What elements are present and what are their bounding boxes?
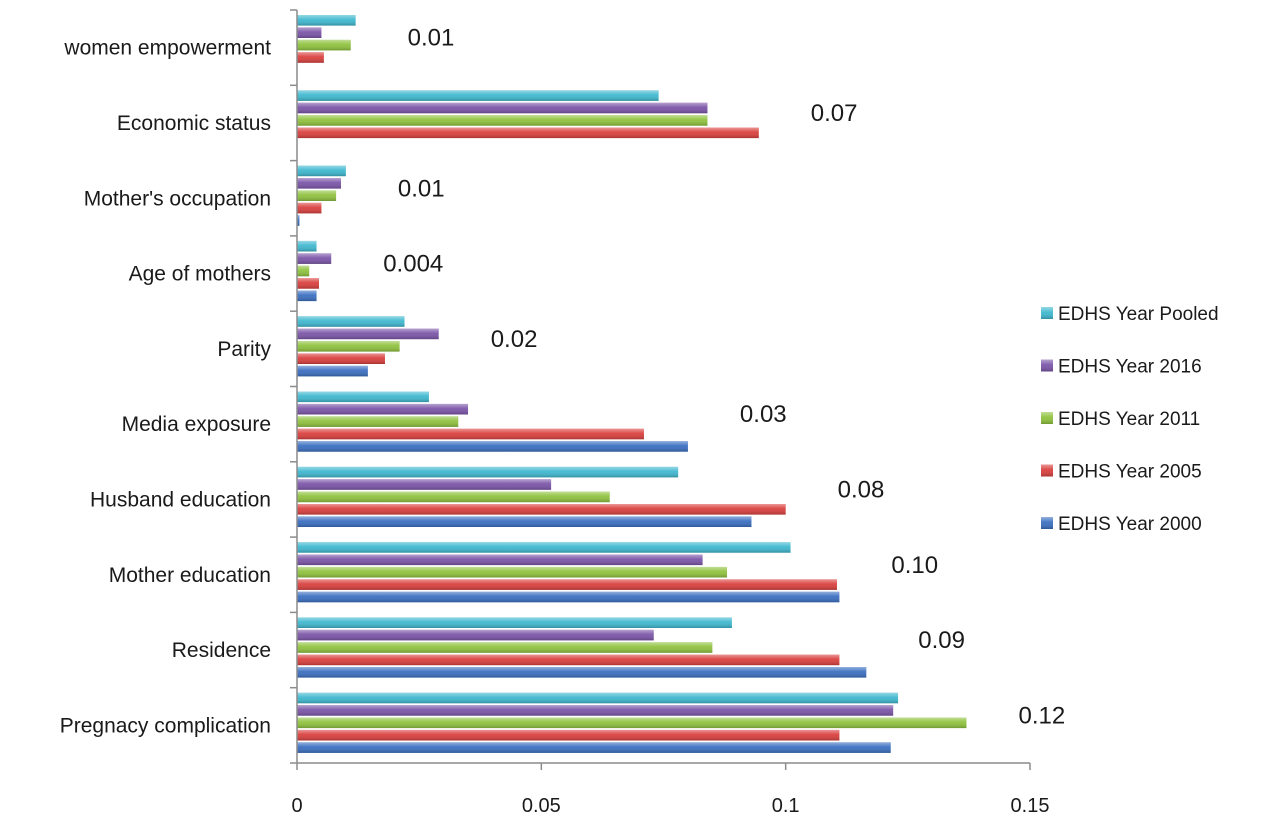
bar-shade-edhs-year-2011-mother-education [297, 566, 728, 578]
bar-shade-edhs-year-2016-economic-status [297, 102, 708, 114]
category-label-mother-education: Mother education [109, 564, 271, 587]
bar-shade-edhs-year-pooled-pregnacy-complication [297, 692, 899, 704]
legend-label-edhs-year-2005: EDHS Year 2005 [1058, 462, 1202, 483]
category-label-mother-s-occupation: Mother's occupation [84, 187, 271, 210]
value-annotation-residence: 0.09 [918, 627, 965, 654]
bar-shade-edhs-year-pooled-mother-education [297, 542, 791, 553]
bar-shade-edhs-year-2000-mother-education [297, 591, 840, 603]
bar-shade-edhs-year-2005-media-exposure [297, 428, 644, 440]
bar-shade-edhs-year-2000-media-exposure [297, 441, 688, 452]
legend-label-edhs-year-2011: EDHS Year 2011 [1058, 409, 1200, 430]
x-tick-label: 0 [291, 795, 302, 817]
legend-swatch-shade-edhs-year-2000 [1041, 517, 1053, 529]
bar-shade-edhs-year-2011-mother-s-occupation [297, 190, 337, 201]
bar-shade-edhs-year-2016-husband-education [297, 479, 552, 490]
bar-shade-edhs-year-2011-pregnacy-complication [297, 717, 967, 729]
bar-shade-edhs-year-pooled-husband-education [297, 466, 679, 478]
labels-layer: 0 0.05 0.1 0.15 women empowerment 0.01 Economi… [60, 25, 1065, 817]
bar-shade-edhs-year-2000-parity [297, 365, 368, 377]
bar-shade-edhs-year-2005-residence [297, 654, 840, 666]
x-tick-label: 0.05 [522, 795, 561, 817]
bar-shade-edhs-year-2016-pregnacy-complication [297, 705, 894, 716]
value-annotation-economic-status: 0.07 [811, 100, 858, 127]
x-tick-label: 0.1 [772, 795, 800, 817]
value-annotation-age-of-mothers: 0.004 [383, 251, 443, 278]
bar-shade-edhs-year-pooled-residence [297, 617, 732, 628]
value-annotation-mother-education: 0.10 [891, 552, 938, 579]
legend-label-edhs-year-2000: EDHS Year 2000 [1058, 514, 1202, 535]
bar-shade-edhs-year-2005-women-empowerment [297, 52, 324, 63]
value-annotation-women-empowerment: 0.01 [408, 25, 455, 52]
bar-shade-edhs-year-2005-age-of-mothers [297, 278, 319, 289]
legend-swatch-shade-edhs-year-2016 [1041, 359, 1053, 372]
bar-shade-edhs-year-2011-age-of-mothers [297, 265, 310, 277]
bar-shade-edhs-year-2016-mother-education [297, 554, 703, 566]
bar-shade-edhs-year-2005-mother-s-occupation [297, 202, 322, 214]
bar-shade-edhs-year-pooled-parity [297, 316, 405, 327]
value-annotation-husband-education: 0.08 [838, 476, 885, 503]
category-label-age-of-mothers: Age of mothers [129, 263, 271, 286]
bar-shade-edhs-year-2016-parity [297, 328, 439, 340]
bar-shade-edhs-year-2011-women-empowerment [297, 39, 351, 51]
category-label-women-empowerment: women empowerment [63, 37, 271, 60]
bar-shade-edhs-year-2005-parity [297, 353, 385, 364]
bar-shade-edhs-year-2016-mother-s-occupation [297, 178, 341, 189]
bar-shade-edhs-year-pooled-women-empowerment [297, 15, 356, 26]
bar-shade-edhs-year-2011-residence [297, 642, 713, 653]
legend: EDHS Year Pooled EDHS Year 2016 EDHS Year … [1041, 304, 1219, 535]
bar-shade-edhs-year-2016-media-exposure [297, 403, 469, 415]
legend-label-edhs-year-pooled: EDHS Year Pooled [1058, 304, 1219, 325]
bar-shade-edhs-year-pooled-age-of-mothers [297, 240, 317, 252]
bar-shade-edhs-year-2011-economic-status [297, 115, 708, 126]
bar-shade-edhs-year-2000-pregnacy-complication [297, 742, 891, 753]
axes-layer [290, 9, 1031, 770]
bar-shade-edhs-year-2000-mother-s-occupation [297, 215, 300, 226]
bar-shade-edhs-year-2011-media-exposure [297, 416, 459, 427]
bar-shade-edhs-year-2011-husband-education [297, 491, 610, 503]
bar-shade-edhs-year-2016-women-empowerment [297, 27, 322, 38]
category-label-economic-status: Economic status [117, 112, 271, 135]
bar-shade-edhs-year-2005-pregnacy-complication [297, 729, 840, 741]
legend-swatch-shade-edhs-year-2011 [1041, 412, 1053, 424]
category-label-residence: Residence [172, 639, 271, 662]
category-label-husband-education: Husband education [90, 488, 271, 511]
bar-shade-edhs-year-2005-husband-education [297, 504, 786, 515]
bar-shade-edhs-year-2005-mother-education [297, 579, 837, 590]
legend-swatch-shade-edhs-year-2005 [1041, 464, 1053, 477]
bar-shade-edhs-year-2011-parity [297, 341, 400, 352]
value-annotation-mother-s-occupation: 0.01 [398, 175, 445, 202]
bar-shade-edhs-year-2005-economic-status [297, 127, 759, 139]
bar-shade-edhs-year-2000-husband-education [297, 516, 752, 527]
legend-swatch-shade-edhs-year-pooled [1041, 307, 1053, 319]
category-label-media-exposure: Media exposure [122, 413, 271, 436]
bar-shade-edhs-year-2016-age-of-mothers [297, 253, 332, 264]
value-annotation-pregnacy-complication: 0.12 [1018, 702, 1065, 729]
bar-shade-edhs-year-pooled-mother-s-occupation [297, 165, 346, 177]
value-annotation-parity: 0.02 [491, 326, 538, 353]
bar-shade-edhs-year-pooled-economic-status [297, 90, 659, 101]
bar-shade-edhs-year-2016-residence [297, 629, 654, 641]
bar-shade-edhs-year-2000-residence [297, 667, 867, 678]
bars-layer [297, 15, 967, 753]
category-label-pregnacy-complication: Pregnacy complication [60, 714, 271, 737]
legend-label-edhs-year-2016: EDHS Year 2016 [1058, 357, 1202, 378]
category-label-parity: Parity [217, 338, 271, 361]
bar-shade-edhs-year-pooled-media-exposure [297, 391, 429, 403]
bar-shade-edhs-year-2000-age-of-mothers [297, 290, 317, 302]
value-annotation-media-exposure: 0.03 [740, 401, 787, 428]
x-tick-label: 0.15 [1011, 795, 1050, 817]
